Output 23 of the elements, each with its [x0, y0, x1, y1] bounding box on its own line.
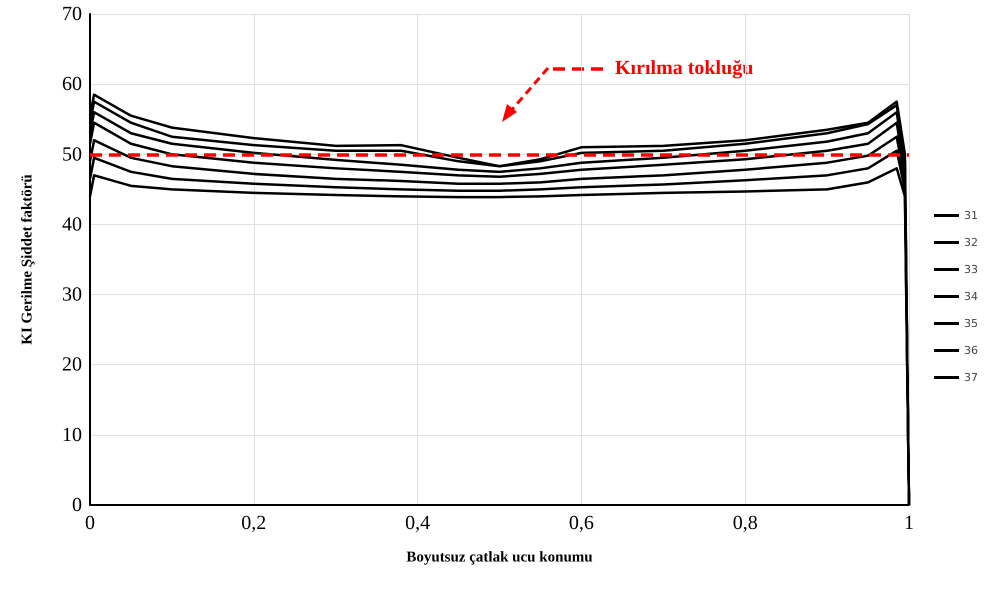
legend-label: Kırılma tokluğu — [615, 57, 754, 79]
y-tick-label: 60 — [62, 73, 82, 96]
y-tick-label: 0 — [72, 494, 82, 516]
x-tick-label: 0,8 — [732, 512, 758, 534]
legend-label: 36 — [964, 344, 978, 357]
legend-label: 32 — [964, 236, 978, 249]
x-tick-label: 1 — [904, 512, 914, 534]
x-tick-label: 0,4 — [405, 512, 430, 534]
x-tick-label: 0,2 — [241, 512, 266, 534]
y-tick-label: 30 — [62, 284, 82, 306]
y-tick-label: 10 — [62, 424, 82, 446]
y-tick-label: 70 — [62, 3, 82, 25]
y-tick-label: 20 — [62, 354, 82, 376]
legend-label: 34 — [964, 290, 978, 303]
legend-label: 33 — [964, 263, 978, 276]
x-tick-label: 0,6 — [568, 512, 594, 534]
y-tick-label: 40 — [62, 213, 82, 236]
legend-label: 37 — [964, 371, 978, 384]
y-axis-title: KI Gerilme Şiddet faktörü — [20, 174, 36, 345]
legend-label: 31 — [964, 209, 978, 222]
x-axis-title: Boyutsuz çatlak ucu konumu — [406, 550, 593, 566]
legend-label: 35 — [964, 317, 978, 330]
y-tick-label: 50 — [62, 143, 82, 166]
